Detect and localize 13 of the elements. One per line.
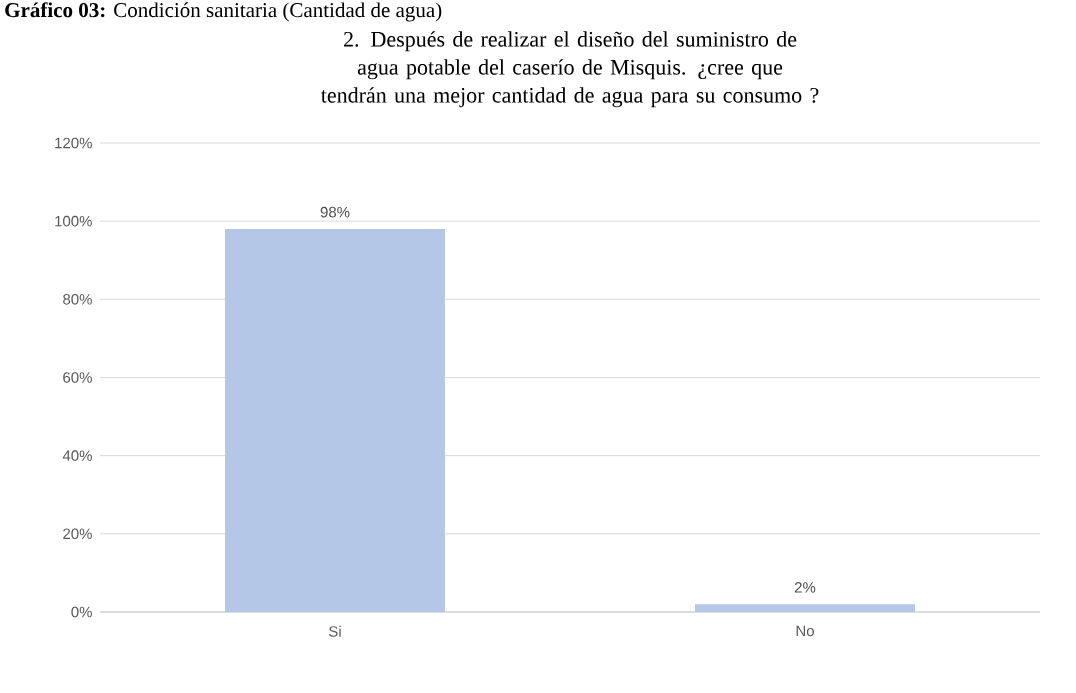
chart-title: 2. Después de realizar el diseño del suministro de agua potable del caserío de Misquis. ¿cree que tendrán una mejor cantidad de agua para su consumo ? xyxy=(320,31,819,108)
data-label: 2% xyxy=(794,582,816,593)
y-tick-label: 40% xyxy=(62,450,92,461)
y-tick-label: 120% xyxy=(55,137,92,149)
x-tick-label: No xyxy=(796,625,814,637)
text: Gráfico 03: Condición sanitaria (Cantidad de agua) xyxy=(5,2,442,22)
y-tick-label: 60% xyxy=(63,372,92,383)
y-tick-label: 20% xyxy=(63,528,92,540)
y-tick-label: 0% xyxy=(71,606,92,618)
x-tick-label: Si xyxy=(329,625,341,637)
data-label: 98% xyxy=(320,206,350,218)
y-tick-label: 80% xyxy=(63,294,92,305)
y-tick-label: 100% xyxy=(55,215,92,227)
